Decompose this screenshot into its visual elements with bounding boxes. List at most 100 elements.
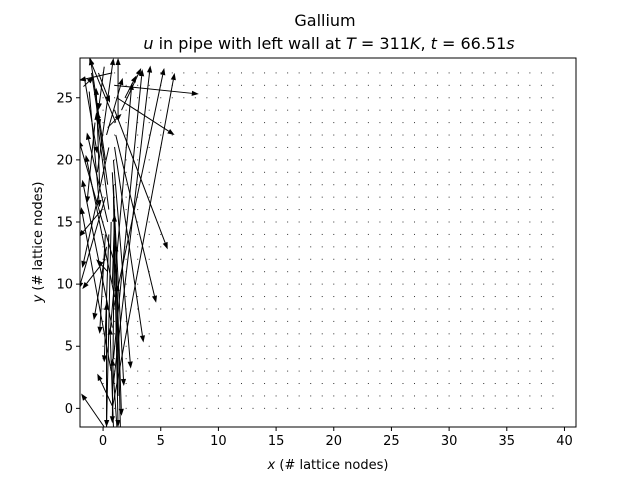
field-point [275,258,277,260]
field-point [298,320,300,322]
field-point [321,320,323,322]
y-tick-label: 20 [56,153,73,168]
field-point [379,159,381,161]
field-point [437,395,439,397]
field-point [390,233,392,235]
field-point [298,233,300,235]
field-point [517,122,519,124]
field-point [217,221,219,223]
field-point [552,72,554,74]
field-point [275,283,277,285]
field-point [448,370,450,372]
field-point [160,258,162,260]
field-point [137,84,139,86]
vector-arrow [80,209,103,237]
field-point [356,171,358,173]
field-point [125,383,127,385]
field-point [356,333,358,335]
field-point [275,209,277,211]
field-point [310,221,312,223]
field-point [102,383,104,385]
field-point [333,258,335,260]
field-point [252,196,254,198]
field-point [137,134,139,136]
field-point [171,320,173,322]
field-point [298,407,300,409]
field-point [229,345,231,347]
field-point [379,358,381,360]
vector-arrow-head [85,196,91,204]
field-point [206,84,208,86]
field-point [460,97,462,99]
field-point [425,84,427,86]
field-point [344,97,346,99]
field-point [517,383,519,385]
field-point [310,320,312,322]
field-point [379,134,381,136]
field-point [217,383,219,385]
field-point [540,146,542,148]
field-point [390,221,392,223]
field-point [483,345,485,347]
field-point [390,333,392,335]
field-point [217,159,219,161]
vector-arrow [81,179,113,328]
field-point [425,258,427,260]
field-point [552,407,554,409]
field-point [171,308,173,310]
field-point [379,370,381,372]
field-point [379,122,381,124]
field-point [160,358,162,360]
x-tick-label: 20 [325,434,342,449]
field-point [137,395,139,397]
field-point [425,345,427,347]
field-point [275,333,277,335]
field-point [402,395,404,397]
field-point [367,345,369,347]
vector-arrow-head [81,260,87,268]
field-point [529,109,531,111]
field-point [160,395,162,397]
field-point [206,171,208,173]
field-point [425,383,427,385]
field-point [102,184,104,186]
field-point [356,308,358,310]
field-point [333,184,335,186]
field-point [183,109,185,111]
field-point [494,308,496,310]
field-point [344,320,346,322]
vector-arrow-head [86,76,94,84]
field-point [471,296,473,298]
field-point [137,407,139,409]
vector-arrow [114,84,199,96]
field-point [240,72,242,74]
vector-arrow-shaft [100,264,109,273]
field-point [356,407,358,409]
field-point [217,333,219,335]
field-point [194,221,196,223]
vector-arrow-shaft [114,110,166,243]
field-point [183,358,185,360]
field-point [240,246,242,248]
field-point [298,383,300,385]
field-point [137,97,139,99]
vector-arrow-shaft [86,258,106,284]
field-point [529,383,531,385]
field-point [448,122,450,124]
field-point [494,283,496,285]
field-point [494,97,496,99]
field-point [206,407,208,409]
field-point [310,134,312,136]
field-point [506,233,508,235]
field-point [183,333,185,335]
field-point [425,171,427,173]
vector-arrow-head [111,214,117,222]
field-point [390,209,392,211]
field-point [344,283,346,285]
field-point [425,308,427,310]
field-point [252,122,254,124]
field-point [506,171,508,173]
field-point [194,209,196,211]
vector-arrow-head [115,58,121,65]
field-point [321,184,323,186]
